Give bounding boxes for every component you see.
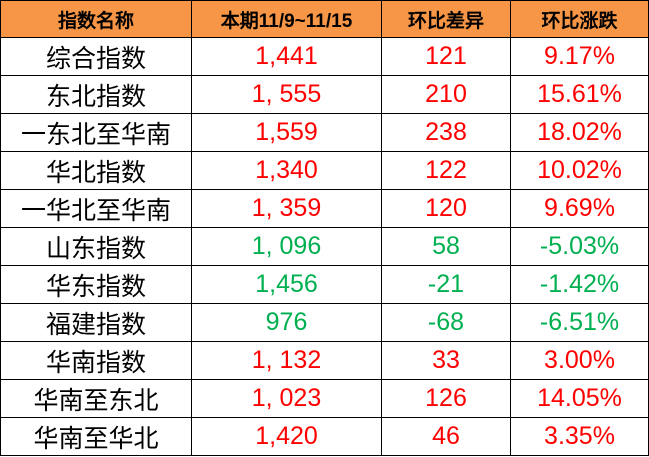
row-value: 1, 359 bbox=[191, 189, 382, 228]
row-diff: -68 bbox=[381, 303, 511, 342]
row-value: 1, 132 bbox=[191, 341, 382, 380]
row-name: 东北指数 bbox=[0, 75, 192, 114]
row-pct: 14.05% bbox=[510, 379, 649, 418]
row-pct: -1.42% bbox=[510, 265, 649, 304]
row-pct: 18.02% bbox=[510, 113, 649, 152]
table-row: 一东北至华南 1,559 238 18.02% bbox=[0, 113, 649, 152]
header-name: 指数名称 bbox=[0, 0, 192, 38]
row-name: 华东指数 bbox=[0, 265, 192, 304]
row-value: 976 bbox=[191, 303, 382, 342]
row-diff: 33 bbox=[381, 341, 511, 380]
row-diff: 238 bbox=[381, 113, 511, 152]
row-diff: 120 bbox=[381, 189, 511, 228]
row-diff: -21 bbox=[381, 265, 511, 304]
row-value: 1, 555 bbox=[191, 75, 382, 114]
row-diff: 58 bbox=[381, 227, 511, 266]
header-row: 指数名称 本期11/9~11/15 环比差异 环比涨跌 bbox=[0, 0, 649, 38]
row-diff: 210 bbox=[381, 75, 511, 114]
row-name: 综合指数 bbox=[0, 37, 192, 76]
header-diff: 环比差异 bbox=[381, 0, 511, 38]
row-diff: 121 bbox=[381, 37, 511, 76]
row-pct: 3.00% bbox=[510, 341, 649, 380]
row-pct: 9.69% bbox=[510, 189, 649, 228]
table-row: 华北指数 1,340 122 10.02% bbox=[0, 151, 649, 190]
row-name: 福建指数 bbox=[0, 303, 192, 342]
row-pct: 10.02% bbox=[510, 151, 649, 190]
table-row: 山东指数 1, 096 58 -5.03% bbox=[0, 227, 649, 266]
row-name: 山东指数 bbox=[0, 227, 192, 266]
row-pct: 9.17% bbox=[510, 37, 649, 76]
row-name: 一东北至华南 bbox=[0, 113, 192, 152]
row-value: 1,456 bbox=[191, 265, 382, 304]
row-pct: 15.61% bbox=[510, 75, 649, 114]
row-value: 1, 096 bbox=[191, 227, 382, 266]
table-row: 华东指数 1,456 -21 -1.42% bbox=[0, 265, 649, 304]
row-diff: 126 bbox=[381, 379, 511, 418]
row-diff: 46 bbox=[381, 417, 511, 456]
table-row: 福建指数 976 -68 -6.51% bbox=[0, 303, 649, 342]
row-value: 1,559 bbox=[191, 113, 382, 152]
row-diff: 122 bbox=[381, 151, 511, 190]
row-name: 华南至华北 bbox=[0, 417, 192, 456]
table-row: 华南指数 1, 132 33 3.00% bbox=[0, 341, 649, 380]
row-value: 1,441 bbox=[191, 37, 382, 76]
row-name: 华北指数 bbox=[0, 151, 192, 190]
row-name: 华南至东北 bbox=[0, 379, 192, 418]
table-row: 一华北至华南 1, 359 120 9.69% bbox=[0, 189, 649, 228]
table-row: 华南至华北 1,420 46 3.35% bbox=[0, 417, 649, 456]
table-row: 东北指数 1, 555 210 15.61% bbox=[0, 75, 649, 114]
table-row: 华南至东北 1, 023 126 14.05% bbox=[0, 379, 649, 418]
row-value: 1, 023 bbox=[191, 379, 382, 418]
row-pct: -6.51% bbox=[510, 303, 649, 342]
row-name: 一华北至华南 bbox=[0, 189, 192, 228]
table-row: 综合指数 1,441 121 9.17% bbox=[0, 37, 649, 76]
header-current: 本期11/9~11/15 bbox=[191, 0, 382, 38]
row-pct: -5.03% bbox=[510, 227, 649, 266]
row-value: 1,340 bbox=[191, 151, 382, 190]
row-name: 华南指数 bbox=[0, 341, 192, 380]
row-pct: 3.35% bbox=[510, 417, 649, 456]
header-pct: 环比涨跌 bbox=[510, 0, 649, 38]
row-value: 1,420 bbox=[191, 417, 382, 456]
